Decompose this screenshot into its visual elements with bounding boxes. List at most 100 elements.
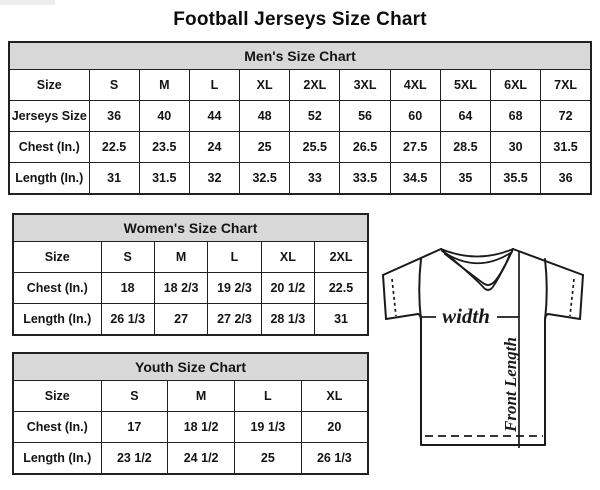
youth-size-table: Youth Size Chart Size S M L XL Chest (In.) 17 18… [12, 352, 369, 475]
womens-size-chart-col-5: 2XL [314, 241, 369, 273]
jersey-stitch-lines [391, 278, 575, 437]
mens-size-chart-row-0: Jerseys Size 36 40 44 48 52 56 60 64 68 72 [8, 100, 592, 132]
youth-size-chart-cell-1-3: 25 [234, 442, 302, 475]
mens-size-chart-cell-1-3: 24 [188, 131, 241, 163]
mens-size-chart-col-3: L [188, 69, 241, 101]
mens-size-table: Men's Size Chart Size S M L XL 2XL 3XL 4XL 5XL 6XL… [8, 41, 592, 195]
mens-size-chart-cell-2-5: 33 [289, 162, 341, 195]
mens-size-chart-row-label-1: Chest (In.) [8, 131, 90, 163]
mens-size-chart-cell-2-4: 32.5 [239, 162, 291, 195]
womens-size-chart-cell-0-4: 20 1/2 [260, 272, 316, 304]
mens-size-chart-cell-1-6: 26.5 [339, 131, 391, 163]
womens-size-chart-section: Women's Size Chart Size S M L XL 2XL Chest (In.… [12, 213, 369, 336]
mens-size-chart-title: Men's Size Chart [8, 41, 592, 70]
mens-size-chart-cell-0-3: 44 [188, 100, 241, 132]
mens-size-chart-col-0: Size [8, 69, 90, 101]
mens-size-chart-cell-2-1: 31 [88, 162, 140, 195]
mens-size-chart-col-1: S [88, 69, 140, 101]
mens-size-chart-col-7: 4XL [389, 69, 441, 101]
width-label: width [442, 304, 490, 328]
youth-size-chart-row-1: Length (In.) 23 1/2 24 1/2 25 26 1/3 [12, 442, 369, 475]
womens-size-chart-row-1: Length (In.) 26 1/3 27 27 2/3 28 1/3 31 [12, 303, 369, 336]
front-length-label: Front Length [501, 337, 520, 433]
mens-size-chart-section: Men's Size Chart Size S M L XL 2XL 3XL 4XL 5XL 6XL… [8, 41, 592, 195]
jersey-diagram-icon: width Front Length [382, 248, 584, 448]
youth-size-chart-cell-0-2: 18 1/2 [167, 411, 235, 443]
womens-size-chart-cell-1-5: 31 [314, 303, 369, 336]
mens-size-chart-row-1: Chest (In.) 22.5 23.5 24 25 25.5 26.5 27.5 28.5 3… [8, 131, 592, 163]
womens-size-chart-header-row: Size S M L XL 2XL [12, 241, 369, 273]
mens-size-chart-cell-0-4: 48 [239, 100, 291, 132]
youth-size-chart-row-0: Chest (In.) 17 18 1/2 19 1/3 20 [12, 411, 369, 443]
mens-size-chart-cell-0-7: 60 [389, 100, 441, 132]
mens-size-chart-cell-1-7: 27.5 [389, 131, 441, 163]
youth-size-chart-cell-0-3: 19 1/3 [234, 411, 302, 443]
womens-size-chart-col-4: XL [260, 241, 316, 273]
mens-size-chart-cell-0-2: 40 [138, 100, 190, 132]
mens-size-chart-col-5: 2XL [289, 69, 341, 101]
womens-size-chart-row-label-1: Length (In.) [12, 303, 102, 336]
womens-size-chart-col-2: M [153, 241, 209, 273]
womens-size-chart-cell-1-3: 27 2/3 [207, 303, 262, 336]
mens-size-chart-cell-1-8: 28.5 [439, 131, 492, 163]
mens-size-chart-cell-1-1: 22.5 [88, 131, 140, 163]
mens-size-chart-cell-1-4: 25 [239, 131, 291, 163]
page-title: Football Jerseys Size Chart [173, 9, 427, 30]
mens-size-chart-col-8: 5XL [439, 69, 492, 101]
jersey-outline [382, 248, 584, 446]
mens-size-chart-cell-1-10: 31.5 [540, 131, 592, 163]
womens-size-chart-cell-1-4: 28 1/3 [260, 303, 316, 336]
womens-size-chart-cell-0-2: 18 2/3 [153, 272, 209, 304]
mens-size-chart-cell-1-9: 30 [489, 131, 542, 163]
womens-size-chart-row-0: Chest (In.) 18 18 2/3 19 2/3 20 1/2 22.5 [12, 272, 369, 304]
mens-size-chart-cell-0-1: 36 [88, 100, 140, 132]
youth-size-chart-row-label-0: Chest (In.) [12, 411, 102, 443]
youth-size-chart-col-1: S [100, 380, 169, 412]
mens-size-chart-col-4: XL [239, 69, 291, 101]
mens-size-chart-col-10: 7XL [540, 69, 592, 101]
mens-size-chart-cell-0-10: 72 [540, 100, 592, 132]
mens-size-chart-col-6: 3XL [339, 69, 391, 101]
youth-size-chart-col-3: L [234, 380, 302, 412]
womens-size-chart-title: Women's Size Chart [12, 213, 369, 242]
jersey-collar [440, 248, 514, 291]
mens-size-chart-cell-2-8: 35 [439, 162, 492, 195]
mens-size-chart-cell-2-3: 32 [188, 162, 241, 195]
womens-size-chart-cell-1-1: 26 1/3 [100, 303, 155, 336]
youth-size-chart-title: Youth Size Chart [12, 352, 369, 381]
mens-size-chart-cell-0-6: 56 [339, 100, 391, 132]
youth-size-chart-cell-1-1: 23 1/2 [100, 442, 169, 475]
mens-size-chart-cell-0-8: 64 [439, 100, 492, 132]
mens-size-chart-cell-2-10: 36 [540, 162, 592, 195]
mens-size-chart-row-2: Length (In.) 31 31.5 32 32.5 33 33.5 34.5 35 35.5… [8, 162, 592, 195]
measurement-lines [421, 251, 520, 448]
womens-size-chart-cell-0-5: 22.5 [314, 272, 369, 304]
mens-size-chart-cell-2-7: 34.5 [389, 162, 441, 195]
womens-size-chart-row-label-0: Chest (In.) [12, 272, 102, 304]
youth-size-chart-cell-0-1: 17 [100, 411, 169, 443]
mens-size-chart-cell-0-9: 68 [489, 100, 542, 132]
womens-size-chart-cell-1-2: 27 [153, 303, 209, 336]
youth-size-chart-header-row: Size S M L XL [12, 380, 369, 412]
lower-section: Women's Size Chart Size S M L XL 2XL Chest (In.… [12, 213, 600, 475]
youth-size-chart-col-2: M [167, 380, 235, 412]
jersey-measurement-diagram: width Front Length [369, 213, 600, 473]
youth-size-chart-cell-0-4: 20 [300, 411, 369, 443]
womens-size-chart-cell-0-3: 19 2/3 [207, 272, 262, 304]
mens-size-chart-col-2: M [138, 69, 190, 101]
womens-size-chart-col-1: S [100, 241, 155, 273]
mens-size-chart-row-label-0: Jerseys Size [8, 100, 90, 132]
youth-size-chart-cell-1-4: 26 1/3 [300, 442, 369, 475]
mens-size-chart-cell-1-2: 23.5 [138, 131, 190, 163]
youth-size-chart-cell-1-2: 24 1/2 [167, 442, 235, 475]
youth-size-chart-section: Youth Size Chart Size S M L XL Chest (In.) 17 18… [12, 352, 369, 475]
mens-size-chart-col-9: 6XL [489, 69, 542, 101]
screenshot-artifact [0, 0, 55, 5]
womens-size-chart-cell-0-1: 18 [100, 272, 155, 304]
mens-size-chart-cell-1-5: 25.5 [289, 131, 341, 163]
womens-size-table: Women's Size Chart Size S M L XL 2XL Chest (In.… [12, 213, 369, 336]
lower-tables-column: Women's Size Chart Size S M L XL 2XL Chest (In.… [12, 213, 369, 475]
mens-size-chart-cell-2-6: 33.5 [339, 162, 391, 195]
mens-size-chart-cell-2-9: 35.5 [489, 162, 542, 195]
youth-size-chart-col-0: Size [12, 380, 102, 412]
